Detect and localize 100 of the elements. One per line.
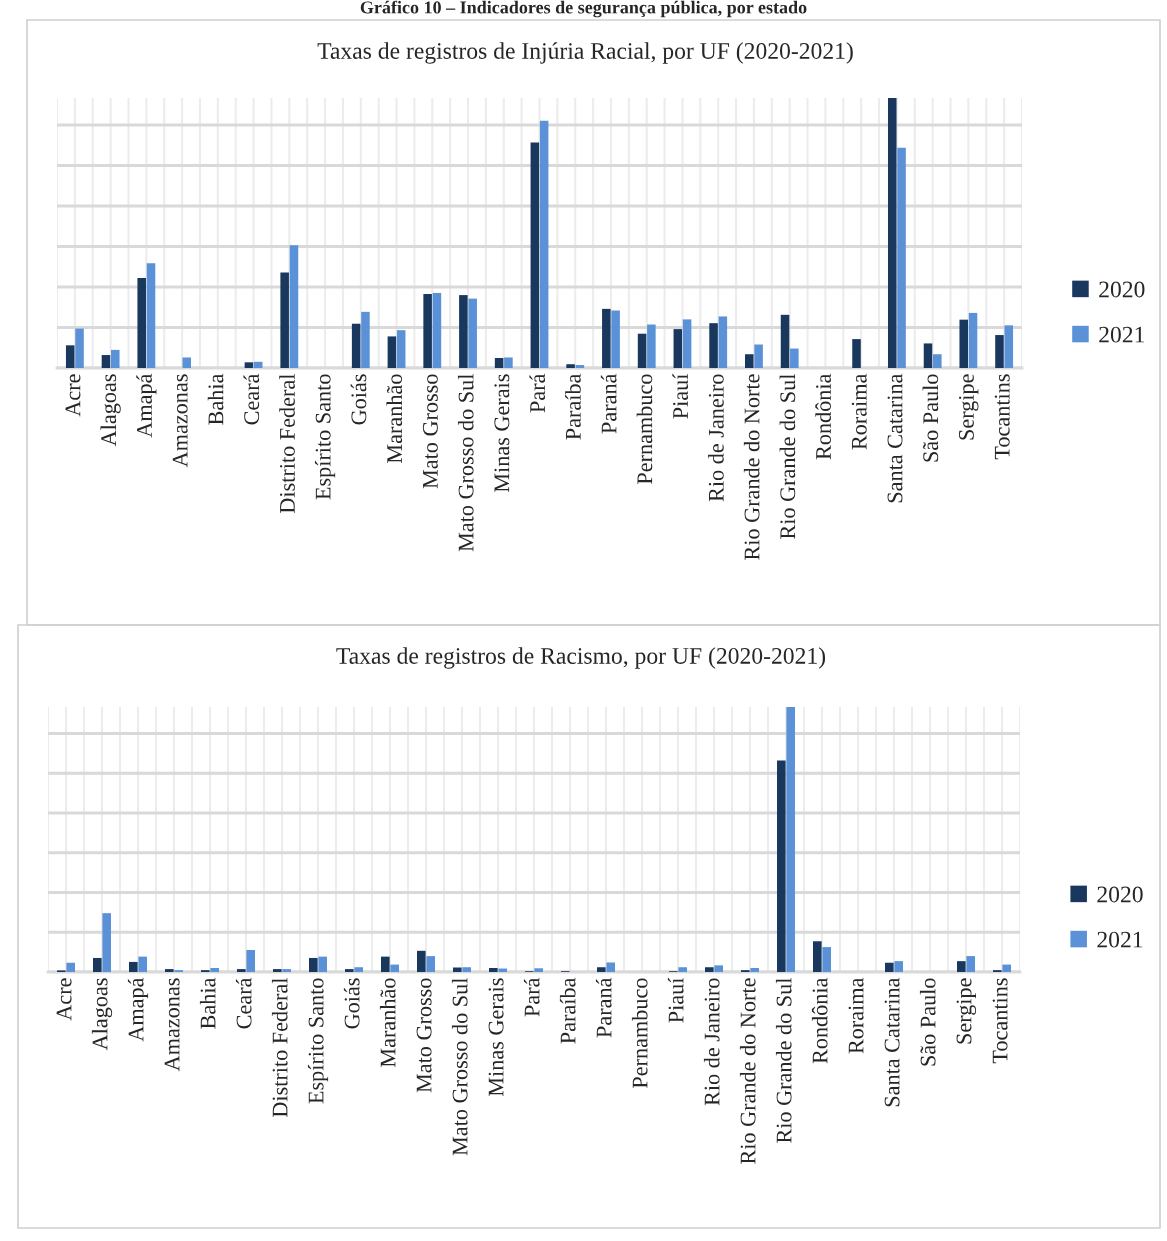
bar	[602, 308, 611, 368]
bar	[754, 344, 763, 368]
bar	[852, 339, 861, 368]
x-tick-label: Rio Grande do Norte	[739, 978, 756, 1164]
bar	[790, 348, 799, 368]
bar	[647, 324, 656, 368]
x-tick-label: Mato Grosso do Sul	[451, 978, 468, 1156]
bar	[705, 967, 714, 972]
bar	[289, 245, 299, 368]
bar	[244, 362, 254, 368]
x-tick-label: Acre	[65, 374, 81, 417]
bar	[102, 913, 111, 972]
x-tick-label: São Paulo	[922, 374, 939, 462]
bar	[345, 969, 354, 972]
bar	[534, 968, 543, 972]
x-tick-label: Tocantins	[992, 978, 1008, 1064]
x-tick-label: Rio Grande do Sul	[775, 978, 792, 1143]
bar	[709, 323, 718, 368]
bar	[138, 956, 147, 972]
bar	[146, 263, 156, 368]
x-tick-label: Pernambuco	[631, 978, 648, 1088]
bar	[682, 319, 692, 368]
x-tick-label: Rondônia	[811, 977, 828, 1064]
bar	[897, 147, 906, 368]
x-tick-label: Sergipe	[956, 978, 977, 1044]
bar	[597, 967, 606, 972]
bar	[894, 961, 903, 972]
bar	[539, 120, 549, 368]
legend-label: 2020	[1099, 281, 1145, 298]
bar	[777, 760, 786, 972]
bar	[530, 142, 540, 368]
bar	[351, 323, 361, 368]
x-tick-label: Ceará	[235, 977, 252, 1029]
bar	[426, 956, 435, 972]
bar	[210, 968, 219, 972]
bar	[137, 278, 146, 368]
bar	[165, 969, 174, 972]
chart-title: Taxas de registros de Injúria Racial, por UF (2020-2021)	[317, 42, 853, 64]
bar	[65, 345, 75, 368]
legend-label: 2021	[1099, 326, 1144, 343]
bar	[75, 328, 84, 368]
bar	[566, 364, 575, 368]
x-tick-label: Piauí	[667, 977, 684, 1023]
legend-label: 2021	[1097, 931, 1143, 948]
bar	[390, 964, 399, 972]
text: Gráfico 10 – Indicadores de segurança pública, por estado	[360, 0, 807, 18]
x-tick-label: Maranhão	[386, 374, 403, 463]
x-tick-label: Rio de Janeiro	[708, 374, 724, 502]
bar	[637, 333, 647, 368]
x-tick-label: Alagoas	[100, 374, 121, 447]
x-tick-label: Minas Gerais	[494, 374, 510, 493]
x-tick-label: Mato Grosso do Sul	[457, 374, 474, 552]
x-tick-label: Mato Grosso	[416, 978, 432, 1093]
bar	[417, 950, 426, 972]
x-tick-label: Paraíba	[559, 977, 576, 1044]
bar	[959, 319, 969, 368]
bar	[110, 349, 120, 368]
x-tick-label: Acre	[56, 978, 72, 1021]
bar	[718, 316, 728, 368]
bar	[93, 957, 102, 972]
x-tick-label: Piauí	[672, 373, 689, 419]
bar	[673, 329, 683, 368]
x-tick-label: Amazonas	[164, 978, 180, 1072]
x-tick-label: Rio de Janeiro	[703, 978, 720, 1106]
x-tick-label: Rio Grande do Norte	[743, 374, 760, 560]
bar	[453, 967, 462, 972]
bar	[309, 957, 318, 972]
x-tick-label: Pará	[523, 977, 540, 1017]
x-tick-label: Espírito Santo	[307, 978, 329, 1104]
bar	[494, 358, 504, 368]
bar	[318, 956, 327, 972]
bar	[885, 962, 894, 972]
bar	[887, 98, 897, 368]
x-tick-label: Santa Catarina	[884, 977, 900, 1107]
x-tick-label: Tocantins	[994, 374, 1010, 460]
bar	[678, 967, 687, 972]
x-tick-label: Rondônia	[815, 373, 831, 460]
bar	[504, 357, 513, 368]
bar	[745, 354, 754, 368]
bar	[606, 962, 615, 972]
x-tick-label: Ceará	[243, 373, 260, 425]
x-tick-label: Amapá	[136, 373, 157, 438]
bar	[468, 298, 477, 368]
bar	[246, 950, 255, 972]
x-tick-label: Amapá	[127, 977, 149, 1042]
bar	[968, 312, 978, 368]
bar	[423, 294, 432, 368]
bar	[813, 941, 822, 972]
bar	[459, 295, 468, 368]
x-tick-label: Goiás	[343, 978, 360, 1029]
bar	[280, 272, 289, 368]
x-tick-label: Sergipe	[958, 374, 979, 440]
x-tick-label: Roraima	[851, 373, 867, 450]
x-tick-label: Bahia	[207, 373, 224, 425]
x-tick-label: Distrito Federal	[279, 374, 295, 514]
x-tick-label: Amazonas	[172, 374, 188, 468]
bar	[101, 355, 111, 368]
x-tick-label: Distrito Federal	[271, 978, 288, 1118]
bar	[611, 310, 620, 368]
bar	[780, 314, 790, 368]
